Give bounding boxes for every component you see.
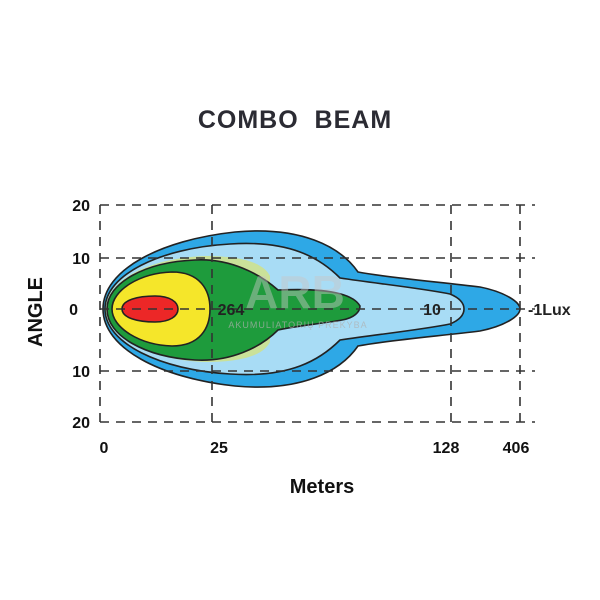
label-1lux: -1Lux [528, 302, 571, 319]
label-264lux: 264 [218, 302, 245, 319]
x-tick-128: 128 [433, 440, 460, 457]
y-tick-0: 0 [69, 302, 78, 319]
watermark-subtext: AKUMULIATORIŲ PREKYBA [228, 320, 367, 330]
watermark-logo: ARB [245, 266, 345, 318]
y-tick-20-bottom: 20 [72, 415, 90, 432]
y-axis-ticks: 20 10 0 10 20 [69, 198, 90, 432]
x-tick-25: 25 [210, 440, 228, 457]
label-10lux: 10 [423, 302, 441, 319]
y-tick-10-bottom: 10 [72, 364, 90, 381]
chart-title: COMBO BEAM [198, 106, 392, 134]
x-tick-406: 406 [503, 440, 530, 457]
grid-lines [99, 204, 535, 423]
y-axis-title: ANGLE [25, 277, 47, 347]
x-tick-0: 0 [100, 440, 109, 457]
y-tick-20-top: 20 [72, 198, 90, 215]
x-axis-title: Meters [290, 476, 354, 498]
x-axis-ticks: 0 25 128 406 [100, 440, 530, 457]
y-tick-10-top: 10 [72, 251, 90, 268]
